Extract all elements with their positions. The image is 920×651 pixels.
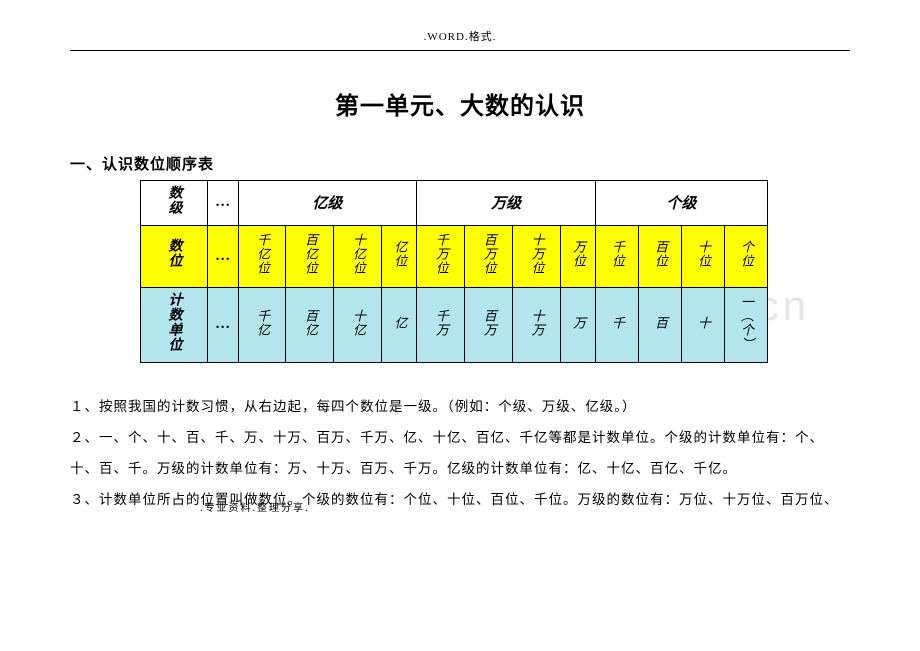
row3-dots: …: [207, 287, 238, 362]
table-row-units: 计数单位 … 千亿 百亿 十亿 亿 千万 百万 十万 万 千 百 十 一︵个︶: [141, 287, 768, 362]
table-row-groups: 数级 … 亿级 万级 个级: [141, 181, 768, 226]
pos-cell: 千万位: [434, 233, 448, 275]
unit-cell: 千: [610, 316, 624, 330]
unit-cell: 百亿: [303, 309, 317, 337]
page-footer: .专业资料.整理分享.: [200, 499, 920, 514]
pos-cell: 亿位: [392, 240, 406, 268]
pos-cell: 个位: [739, 240, 753, 268]
pos-cell: 千亿位: [255, 233, 269, 275]
unit-cell: 十万: [529, 309, 543, 337]
section-heading: 一、认识数位顺序表: [70, 153, 920, 174]
row2-dots: …: [207, 225, 238, 287]
page-title: 第一单元、大数的认识: [0, 86, 920, 121]
unit-cell: 百万: [481, 309, 495, 337]
unit-cell: 千亿: [255, 309, 269, 337]
group-ge: 个级: [595, 181, 767, 226]
unit-cell: 十: [696, 316, 710, 330]
pos-cell: 万位: [571, 240, 585, 268]
group-yi: 亿级: [238, 181, 417, 226]
unit-cell: 一︵个︶: [739, 295, 753, 351]
unit-cell: 十亿: [351, 309, 365, 337]
place-value-table: 数级 … 亿级 万级 个级 数位 … 千亿位 百亿位 十亿位 亿位 千万位 百万…: [140, 180, 920, 363]
pos-cell: 十位: [696, 240, 710, 268]
row1-dots: …: [207, 181, 238, 226]
header-rule: [70, 50, 850, 51]
pos-cell: 百位: [653, 240, 667, 268]
body-paragraphs: １、按照我国的计数习惯，从右边起，每四个数位是一级。（例如：个级、万级、亿级。）…: [70, 391, 850, 515]
pos-cell: 十亿位: [351, 233, 365, 275]
group-wan: 万级: [417, 181, 596, 226]
row2-label: 数位: [166, 238, 181, 268]
row1-label: 数级: [166, 185, 181, 215]
pos-cell: 千位: [610, 240, 624, 268]
paragraph-1: １、按照我国的计数习惯，从右边起，每四个数位是一级。（例如：个级、万级、亿级。）: [70, 391, 850, 422]
table-row-positions: 数位 … 千亿位 百亿位 十亿位 亿位 千万位 百万位 十万位 万位 千位 百位…: [141, 225, 768, 287]
paragraph-2: ２、一、个、十、百、千、万、十万、百万、千万、亿、十亿、百亿、千亿等都是计数单位…: [70, 422, 850, 484]
pos-cell: 十万位: [529, 233, 543, 275]
pos-cell: 百万位: [481, 233, 495, 275]
unit-cell: 万: [571, 316, 585, 330]
unit-cell: 百: [653, 316, 667, 330]
row3-label: 计数单位: [166, 292, 181, 352]
page-header: .WORD.格式.: [0, 0, 920, 50]
pos-cell: 百亿位: [303, 233, 317, 275]
unit-cell: 亿: [392, 316, 406, 330]
unit-cell: 千万: [434, 309, 448, 337]
